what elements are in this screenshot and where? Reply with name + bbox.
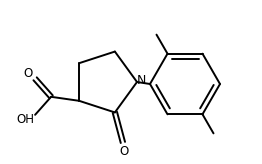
Text: O: O xyxy=(24,67,33,80)
Text: O: O xyxy=(119,145,129,158)
Text: OH: OH xyxy=(16,113,34,126)
Text: N: N xyxy=(136,74,146,88)
